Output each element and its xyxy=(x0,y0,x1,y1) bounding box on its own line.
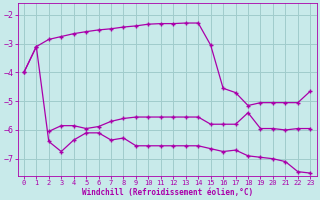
X-axis label: Windchill (Refroidissement éolien,°C): Windchill (Refroidissement éolien,°C) xyxy=(82,188,253,197)
